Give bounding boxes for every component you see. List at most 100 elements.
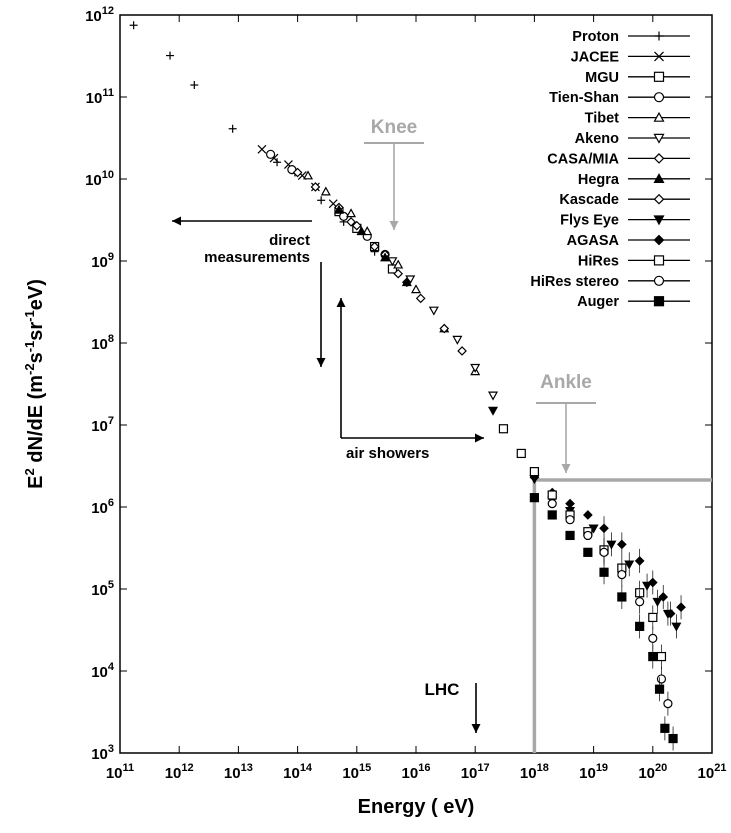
legend-marker-jacee [654,51,664,62]
data-point-proton [228,124,237,133]
data-point-agasa [616,539,627,550]
y-axis-title: E2 dN/dE (m-2s-1sr-1eV) [22,279,47,489]
data-point-auger [599,567,609,577]
data-point-tibet [320,186,331,196]
knee-arrow [389,143,399,230]
legend-label-akeno: Akeno [575,131,619,147]
data-point-hegra [333,204,344,214]
y-tick-label: 109 [91,251,114,271]
data-point-akeno [470,363,481,373]
data-point-auger [648,651,658,662]
data-point-jacee [257,144,267,154]
legend-marker-casa-mia [653,153,665,164]
x-tick-label: 1019 [579,762,608,782]
data-point-auger [529,493,540,503]
legend-marker-hires [653,255,665,266]
data-point-hires-stereo [648,633,658,643]
data-point-tibet [362,226,373,236]
legend-marker-hegra [653,173,665,183]
data-point-akeno [452,335,463,345]
data-point-hires [648,612,658,623]
legend-label-flys-eye: Flys Eye [560,213,619,229]
data-point-hires [498,424,509,434]
ankle-label: Ankle [540,372,592,393]
knee-label: Knee [371,117,417,138]
air-showers-arrow-right [341,433,484,443]
x-tick-label: 1014 [283,762,313,782]
x-tick-label: 1012 [165,762,194,782]
legend-label-hires: HiRes [578,253,619,269]
air-showers-label: air showers [346,445,429,462]
direct-label-1: direct [269,232,310,249]
data-point-proton [166,51,175,60]
data-point-akeno [488,391,499,401]
data-point-hegra [401,277,412,287]
direct-arrow-down [316,262,326,367]
data-point-proton [273,158,282,167]
air-showers-arrow-up [336,298,346,438]
legend-marker-auger [653,296,665,307]
y-tick-label: 103 [91,743,114,763]
legend-marker-proton [654,31,664,41]
data-point-casa-mia [310,182,321,192]
data-point-tien-shan [266,149,276,159]
direct-label-2: measurements [204,249,310,266]
legend-label-tibet: Tibet [585,111,620,127]
data-point-tibet [303,170,314,180]
data-point-flys-eye [642,581,653,591]
data-point-hires-stereo [635,597,645,607]
data-point-hires [547,490,557,500]
legend-label-proton: Proton [572,29,619,45]
legend-label-tien-shan: Tien-Shan [549,90,619,106]
data-point-proton [129,21,138,30]
y-tick-label: 1010 [85,169,114,189]
data-point-auger [635,621,645,631]
y-tick-label: 105 [91,579,114,599]
legend-label-casa-mia: CASA/MIA [547,151,619,167]
data-point-tibet [410,284,422,294]
data-point-kascade [439,323,450,334]
data-point-kascade [393,268,404,279]
data-point-hires [529,467,540,477]
data-point-hires-stereo [656,674,667,684]
y-tick-label: 104 [91,661,115,681]
legend-label-mgu: MGU [585,70,619,86]
data-point-kascade [415,293,426,304]
x-tick-label: 1017 [461,762,490,782]
legend-marker-tibet [653,111,665,122]
data-point-agasa [583,510,593,520]
legend-marker-akeno [653,133,665,144]
x-tick-label: 1021 [698,762,727,782]
data-point-auger [660,723,670,733]
data-point-auger [565,530,575,541]
data-points-layer [129,21,686,751]
ankle-arrow [561,403,571,473]
x-tick-label: 1013 [224,762,253,782]
legend-marker-mgu [653,71,665,82]
data-point-kascade [346,217,356,227]
legend-marker-tien-shan [653,92,665,103]
data-point-casa-mia [292,167,303,178]
lhc-arrow [471,683,481,733]
data-point-hegra [380,252,391,262]
data-point-hires-stereo [617,569,627,580]
legend-label-auger: Auger [577,294,619,310]
data-point-agasa [565,498,575,509]
x-tick-label: 1015 [342,762,371,782]
legend-marker-flys-eye [653,215,665,226]
data-point-hires [516,448,526,459]
data-point-kascade [369,241,380,252]
data-point-auger [547,510,557,520]
data-point-hires-stereo [583,530,593,541]
data-point-auger [617,592,627,602]
data-point-agasa [658,592,669,602]
data-point-akeno [428,306,439,316]
legend-marker-kascade [653,193,665,205]
x-axis-title: Energy ( eV) [358,796,475,818]
legend-marker-hires-stereo [653,275,665,286]
data-point-hires-stereo [599,547,609,557]
data-point-proton [317,196,326,205]
data-point-flys-eye [652,597,663,607]
y-tick-label: 106 [91,497,114,517]
